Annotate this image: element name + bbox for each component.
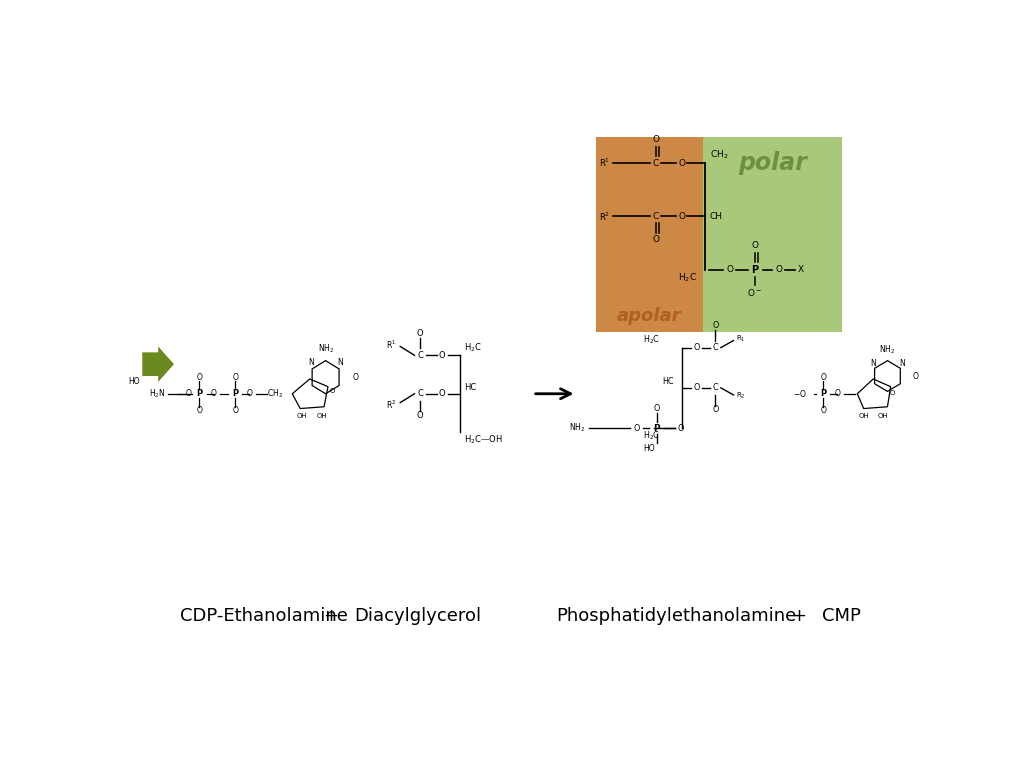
Text: R$_2$: R$_2$	[736, 391, 745, 401]
Text: O: O	[912, 372, 919, 380]
Text: O: O	[726, 265, 733, 274]
Text: R$^1$: R$^1$	[386, 339, 396, 351]
Text: O: O	[679, 212, 685, 221]
Text: H$_2$C: H$_2$C	[643, 430, 659, 442]
Text: O: O	[677, 424, 684, 432]
Text: P: P	[653, 424, 659, 432]
Text: P: P	[820, 389, 826, 399]
Text: OH: OH	[317, 413, 328, 419]
Text: C: C	[713, 383, 718, 392]
Text: O: O	[417, 329, 423, 338]
Text: P: P	[232, 389, 239, 399]
Text: H$_2$C: H$_2$C	[464, 341, 481, 353]
Text: O: O	[330, 388, 335, 394]
Text: O: O	[353, 372, 358, 382]
Text: N: N	[337, 358, 343, 367]
Text: +: +	[792, 607, 806, 624]
Text: O: O	[712, 321, 719, 330]
Text: O: O	[634, 424, 640, 432]
Text: CH$_2$: CH$_2$	[710, 149, 728, 161]
Text: C: C	[652, 159, 658, 167]
Text: Phosphatidylethanolamine: Phosphatidylethanolamine	[557, 607, 797, 624]
Text: R$^2$: R$^2$	[599, 210, 610, 223]
Text: O: O	[820, 372, 826, 382]
Text: H$_2$C: H$_2$C	[678, 271, 697, 284]
Text: R$_1$: R$_1$	[736, 334, 745, 345]
Text: N: N	[870, 359, 877, 368]
Text: H$_2$C—OH: H$_2$C—OH	[464, 434, 503, 446]
Text: C: C	[713, 343, 718, 352]
Text: Diacylglycerol: Diacylglycerol	[354, 607, 481, 624]
Text: HC: HC	[464, 383, 476, 392]
Bar	[703, 137, 842, 332]
Text: +: +	[323, 607, 338, 624]
Text: CDP-Ethanolamine: CDP-Ethanolamine	[179, 607, 347, 624]
Text: OH: OH	[297, 413, 307, 419]
Text: P: P	[197, 389, 203, 399]
Text: O: O	[653, 404, 659, 413]
Text: C: C	[417, 351, 423, 360]
Bar	[596, 137, 703, 332]
Text: O: O	[693, 383, 699, 392]
Text: O: O	[197, 406, 203, 415]
Text: CH$_2$: CH$_2$	[267, 388, 283, 400]
Text: O: O	[679, 159, 685, 167]
Text: $-$O: $-$O	[794, 389, 807, 399]
Text: CH: CH	[710, 212, 723, 221]
Text: H$_2$C: H$_2$C	[643, 333, 659, 346]
Text: R$^2$: R$^2$	[386, 398, 396, 411]
Text: O: O	[232, 406, 238, 415]
Text: O: O	[712, 406, 719, 414]
Text: O: O	[835, 389, 841, 399]
Text: O: O	[247, 389, 252, 399]
Text: O: O	[211, 389, 217, 399]
Text: O: O	[439, 351, 445, 360]
Text: R$^1$: R$^1$	[599, 157, 610, 169]
Text: O: O	[652, 135, 659, 144]
Text: O: O	[232, 372, 238, 382]
Text: OH: OH	[878, 413, 888, 419]
Text: NH$_2$: NH$_2$	[317, 343, 334, 355]
Text: O: O	[197, 372, 203, 382]
Text: NH$_2$: NH$_2$	[880, 343, 896, 356]
Text: HO: HO	[643, 444, 655, 452]
Text: HC: HC	[663, 377, 674, 386]
Text: C: C	[652, 212, 658, 221]
Text: HO: HO	[128, 377, 140, 386]
Text: O: O	[439, 389, 445, 399]
Polygon shape	[142, 346, 174, 382]
Text: apolar: apolar	[617, 306, 682, 325]
Text: N: N	[899, 359, 904, 368]
Text: O$^-$: O$^-$	[748, 286, 763, 297]
Text: O: O	[820, 406, 826, 415]
Text: O: O	[185, 389, 191, 399]
Text: O: O	[417, 411, 423, 420]
Text: CMP: CMP	[822, 607, 861, 624]
Text: OH: OH	[858, 413, 869, 419]
Text: O: O	[775, 265, 782, 274]
Text: NH$_2$: NH$_2$	[569, 422, 585, 434]
Text: polar: polar	[738, 151, 807, 175]
Text: P: P	[752, 264, 759, 275]
Text: N: N	[308, 358, 314, 367]
Text: O: O	[652, 236, 659, 244]
Text: O: O	[890, 389, 895, 396]
Text: O: O	[752, 241, 759, 250]
Text: X: X	[798, 265, 804, 274]
Text: H$_2$N: H$_2$N	[150, 388, 166, 400]
Text: C: C	[417, 389, 423, 399]
Text: O: O	[693, 343, 699, 352]
